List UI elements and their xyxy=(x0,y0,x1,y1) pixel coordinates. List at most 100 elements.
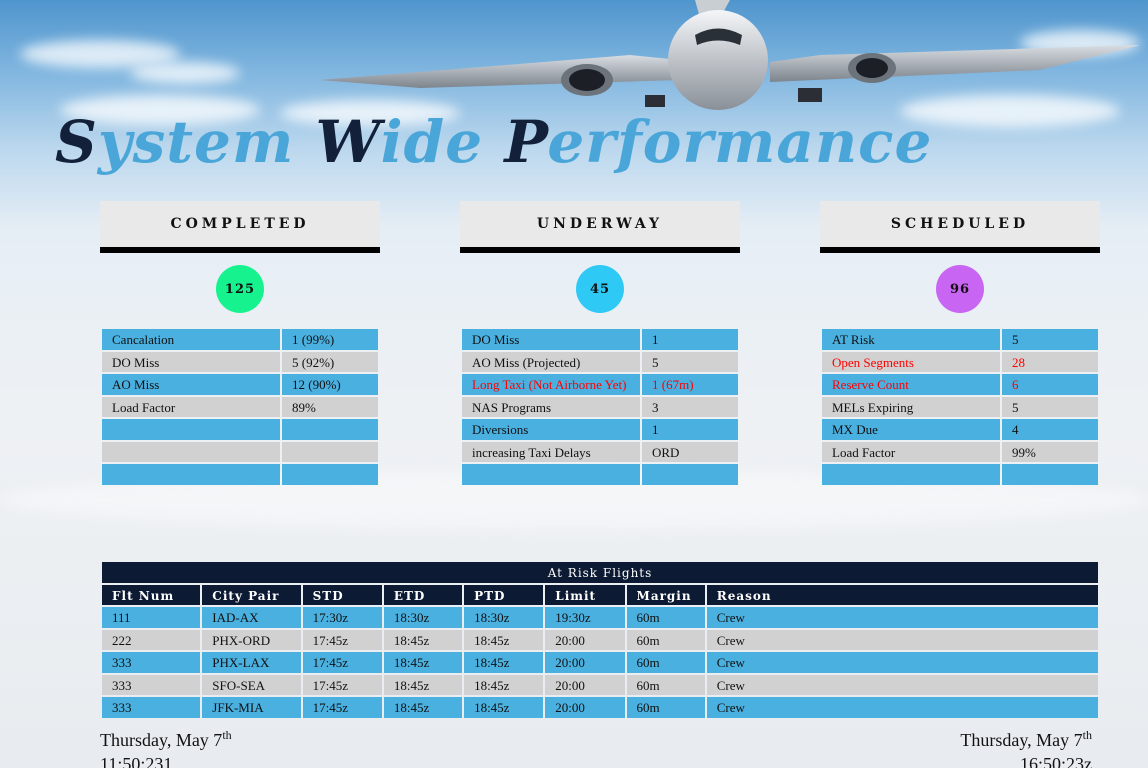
column-header[interactable]: Reason xyxy=(706,585,1098,605)
completed-metric-value: 89% xyxy=(282,396,378,417)
completed-metric-label xyxy=(102,441,280,462)
table-cell: 18:45z xyxy=(383,629,463,650)
scheduled-metric-value xyxy=(1002,464,1098,485)
table-row[interactable]: 333 SFO-SEA 17:45z 18:45z 18:45z 20:00 60m Crew xyxy=(102,674,1098,695)
table-cell: 17:45z xyxy=(302,652,382,673)
scheduled-row: MX Due 4 xyxy=(822,419,1098,440)
completed-metric-value xyxy=(282,464,378,485)
at-risk-flights-panel: At Risk Flights Flt Num City Pair STD ETD PT… xyxy=(100,562,1100,720)
scheduled-header: SCHEDULED xyxy=(820,201,1100,253)
underway-metric-label: AO Miss (Projected) xyxy=(462,351,640,372)
table-cell: 333 xyxy=(102,697,201,718)
table-row[interactable]: 333 PHX-LAX 17:45z 18:45z 18:45z 20:00 60m Crew xyxy=(102,652,1098,673)
completed-metric-label xyxy=(102,464,280,485)
column-header[interactable]: ETD xyxy=(383,585,463,605)
underway-metric-value: 1 xyxy=(642,419,738,440)
underway-count-badge: 45 xyxy=(576,265,624,313)
completed-row xyxy=(102,464,378,485)
table-row[interactable]: 222 PHX-ORD 17:45z 18:45z 18:45z 20:00 60m Crew xyxy=(102,629,1098,650)
column-header[interactable]: STD xyxy=(302,585,382,605)
scheduled-panel: SCHEDULED 96 AT Risk 5 Open Segments 28 Rese… xyxy=(820,201,1100,487)
underway-metric-value: 1 (67m) xyxy=(642,374,738,395)
title-part: ide xyxy=(380,108,505,176)
scheduled-row: Reserve Count 6 xyxy=(822,374,1098,395)
title-part: ystem xyxy=(97,108,316,176)
underway-metric-value: 5 xyxy=(642,351,738,372)
completed-metric-label: Load Factor xyxy=(102,396,280,417)
table-cell: 60m xyxy=(626,697,705,718)
completed-row: Cancalation 1 (99%) xyxy=(102,329,378,350)
local-time: 11:50:231 xyxy=(100,754,173,768)
table-cell: 333 xyxy=(102,652,201,673)
completed-table: Cancalation 1 (99%) DO Miss 5 (92%) AO Miss 1… xyxy=(100,327,380,487)
scheduled-metric-label: MX Due xyxy=(822,419,1000,440)
cloud xyxy=(900,95,1120,127)
table-cell: 20:00 xyxy=(545,629,625,650)
completed-row xyxy=(102,419,378,440)
table-cell: 333 xyxy=(102,674,201,695)
table-cell: 18:45z xyxy=(464,674,544,695)
title-part: W xyxy=(315,108,381,176)
table-cell: 18:45z xyxy=(383,652,463,673)
column-header[interactable]: PTD xyxy=(464,585,544,605)
table-cell: 18:45z xyxy=(383,697,463,718)
scheduled-metric-value: 4 xyxy=(1002,419,1098,440)
table-cell: 18:45z xyxy=(464,629,544,650)
local-date: Thursday, May 7 xyxy=(100,730,223,750)
table-cell: 60m xyxy=(626,652,705,673)
table-cell: 17:45z xyxy=(302,629,382,650)
underway-row: AO Miss (Projected) 5 xyxy=(462,351,738,372)
table-cell: PHX-ORD xyxy=(202,629,301,650)
scheduled-metric-label: Open Segments xyxy=(822,351,1000,372)
table-cell: JFK-MIA xyxy=(202,697,301,718)
table-cell: SFO-SEA xyxy=(202,674,301,695)
scheduled-row: AT Risk 5 xyxy=(822,329,1098,350)
completed-metric-label: Cancalation xyxy=(102,329,280,350)
scheduled-metric-value: 99% xyxy=(1002,441,1098,462)
underway-header: UNDERWAY xyxy=(460,201,740,253)
scheduled-metric-label: Load Factor xyxy=(822,441,1000,462)
scheduled-metric-label xyxy=(822,464,1000,485)
table-cell: 17:30z xyxy=(302,607,382,628)
table-cell: Crew xyxy=(706,607,1098,628)
scheduled-row xyxy=(822,464,1098,485)
column-header[interactable]: Margin xyxy=(626,585,705,605)
completed-panel: COMPLETED 125 Cancalation 1 (99%) DO Miss 5… xyxy=(100,201,380,487)
completed-row: AO Miss 12 (90%) xyxy=(102,374,378,395)
table-cell: 60m xyxy=(626,674,705,695)
table-cell: 18:45z xyxy=(464,652,544,673)
underway-metric-value: ORD xyxy=(642,441,738,462)
scheduled-metric-value: 5 xyxy=(1002,396,1098,417)
at-risk-table: Flt Num City Pair STD ETD PTD Limit Margin Reas… xyxy=(100,583,1100,720)
table-cell: 17:45z xyxy=(302,697,382,718)
underway-row: DO Miss 1 xyxy=(462,329,738,350)
completed-metric-label: AO Miss xyxy=(102,374,280,395)
underway-metric-label: DO Miss xyxy=(462,329,640,350)
title-part: S xyxy=(55,108,98,176)
underway-row: increasing Taxi Delays ORD xyxy=(462,441,738,462)
completed-metric-label: DO Miss xyxy=(102,351,280,372)
zulu-clock: Thursday, May 7th 16:50:23z xyxy=(960,723,1092,768)
column-header[interactable]: City Pair xyxy=(202,585,301,605)
table-cell: 111 xyxy=(102,607,201,628)
completed-header: COMPLETED xyxy=(100,201,380,253)
completed-row: Load Factor 89% xyxy=(102,396,378,417)
table-row[interactable]: 333 JFK-MIA 17:45z 18:45z 18:45z 20:00 60m Crew xyxy=(102,697,1098,718)
underway-metric-label xyxy=(462,464,640,485)
local-date-suffix: th xyxy=(222,728,232,742)
column-header[interactable]: Limit xyxy=(545,585,625,605)
table-row[interactable]: 111 IAD-AX 17:30z 18:30z 18:30z 19:30z 60m Crew xyxy=(102,607,1098,628)
underway-row: Long Taxi (Not Airborne Yet) 1 (67m) xyxy=(462,374,738,395)
completed-metric-value: 5 (92%) xyxy=(282,351,378,372)
column-header[interactable]: Flt Num xyxy=(102,585,201,605)
page-title: System Wide Performance xyxy=(55,108,932,176)
underway-table: DO Miss 1 AO Miss (Projected) 5 Long Taxi (N… xyxy=(460,327,740,487)
underway-row: Diversions 1 xyxy=(462,419,738,440)
underway-row xyxy=(462,464,738,485)
underway-metric-label: NAS Programs xyxy=(462,396,640,417)
table-cell: IAD-AX xyxy=(202,607,301,628)
underway-metric-label: increasing Taxi Delays xyxy=(462,441,640,462)
scheduled-row: Open Segments 28 xyxy=(822,351,1098,372)
at-risk-title: At Risk Flights xyxy=(102,562,1098,583)
completed-metric-value xyxy=(282,441,378,462)
